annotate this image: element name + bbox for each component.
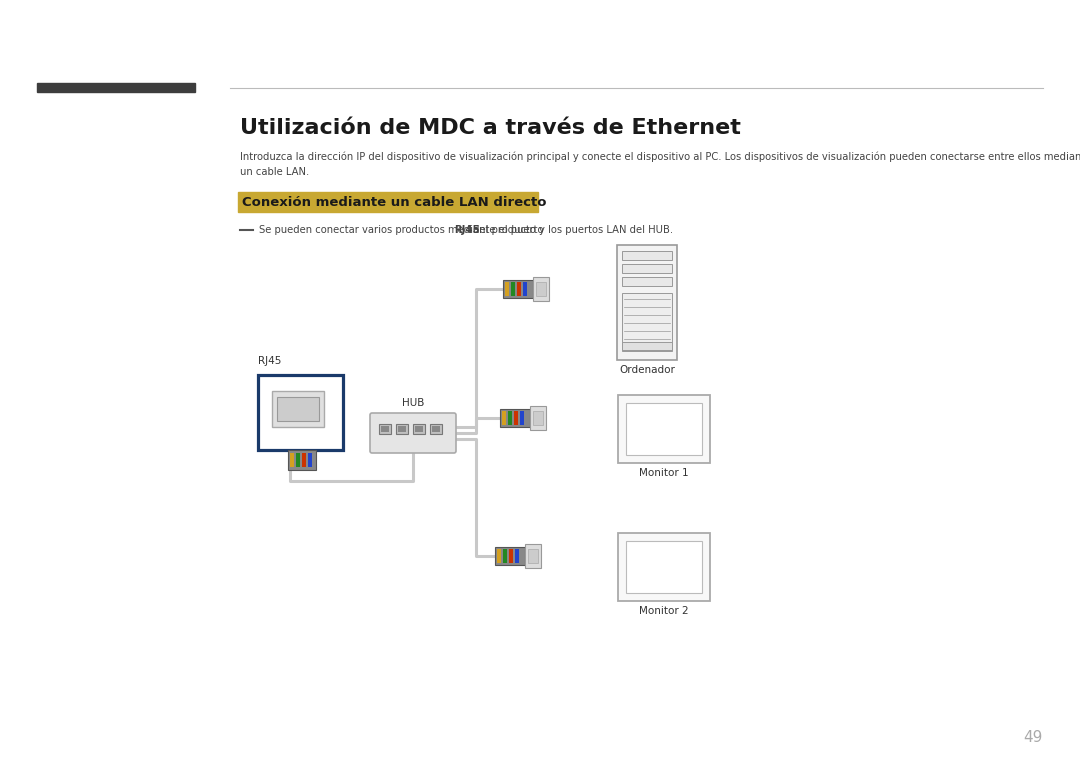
Bar [302, 453, 306, 467]
Bar [505, 282, 510, 296]
Bar [430, 424, 442, 434]
Bar [622, 251, 672, 260]
Bar [509, 411, 512, 425]
Bar [534, 277, 549, 301]
Bar [512, 282, 515, 296]
Bar [528, 549, 538, 563]
Text: del producto y los puertos LAN del HUB.: del producto y los puertos LAN del HUB. [470, 225, 673, 235]
Bar [288, 450, 316, 470]
Bar [517, 282, 522, 296]
Bar [258, 375, 343, 450]
Bar [396, 424, 408, 434]
Bar [514, 411, 518, 425]
FancyBboxPatch shape [370, 413, 456, 453]
Text: HUB: HUB [402, 398, 424, 408]
Bar [500, 409, 530, 427]
Bar [618, 533, 710, 601]
Bar [495, 547, 525, 565]
Bar [503, 280, 534, 298]
Bar [530, 406, 546, 430]
Bar [525, 544, 541, 568]
Bar [37, 83, 195, 92]
Bar [308, 453, 312, 467]
Bar [622, 277, 672, 286]
Text: Monitor 2: Monitor 2 [639, 606, 689, 616]
Bar [515, 549, 519, 563]
Bar [510, 549, 513, 563]
Bar [296, 453, 300, 467]
Bar [536, 282, 546, 296]
Bar [626, 403, 702, 455]
Bar [238, 192, 538, 212]
Bar [291, 453, 294, 467]
Text: Se pueden conectar varios productos mediante el puerto: Se pueden conectar varios productos medi… [259, 225, 546, 235]
Bar [503, 549, 508, 563]
Bar [415, 426, 423, 432]
Bar [521, 411, 524, 425]
Text: Monitor 1: Monitor 1 [639, 468, 689, 478]
Bar [432, 426, 440, 432]
Bar [617, 245, 677, 360]
Bar [626, 541, 702, 593]
Bar [534, 411, 543, 425]
Text: RJ45: RJ45 [258, 356, 282, 366]
Bar [276, 397, 319, 421]
Bar [399, 426, 406, 432]
Bar [413, 424, 426, 434]
Bar [502, 411, 507, 425]
Bar [622, 293, 672, 351]
Bar [622, 264, 672, 273]
Text: RJ45: RJ45 [455, 225, 480, 235]
Bar [524, 282, 527, 296]
Text: un cable LAN.: un cable LAN. [240, 167, 309, 177]
Bar [381, 426, 389, 432]
Text: Conexión mediante un cable LAN directo: Conexión mediante un cable LAN directo [242, 195, 546, 208]
Bar [498, 549, 501, 563]
Text: 49: 49 [1024, 730, 1043, 745]
Bar [622, 342, 672, 350]
Text: Ordenador: Ordenador [619, 365, 675, 375]
Text: Utilización de MDC a través de Ethernet: Utilización de MDC a través de Ethernet [240, 118, 741, 138]
Text: Introduzca la dirección IP del dispositivo de visualización principal y conecte : Introduzca la dirección IP del dispositi… [240, 152, 1080, 163]
Bar [379, 424, 391, 434]
Bar [272, 391, 324, 427]
Bar [618, 395, 710, 463]
